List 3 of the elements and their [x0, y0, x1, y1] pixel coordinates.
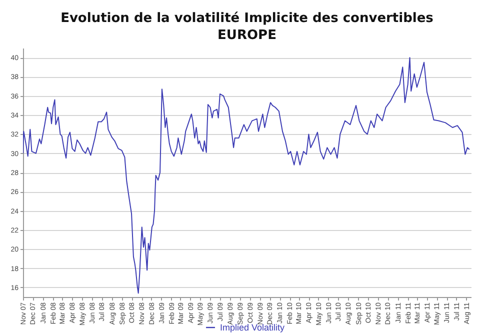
chart-title: Evolution de la volatilité Implicite des convertibles	[60, 11, 434, 26]
chart-subtitle: EUROPE	[218, 28, 276, 43]
line-series	[23, 57, 470, 294]
